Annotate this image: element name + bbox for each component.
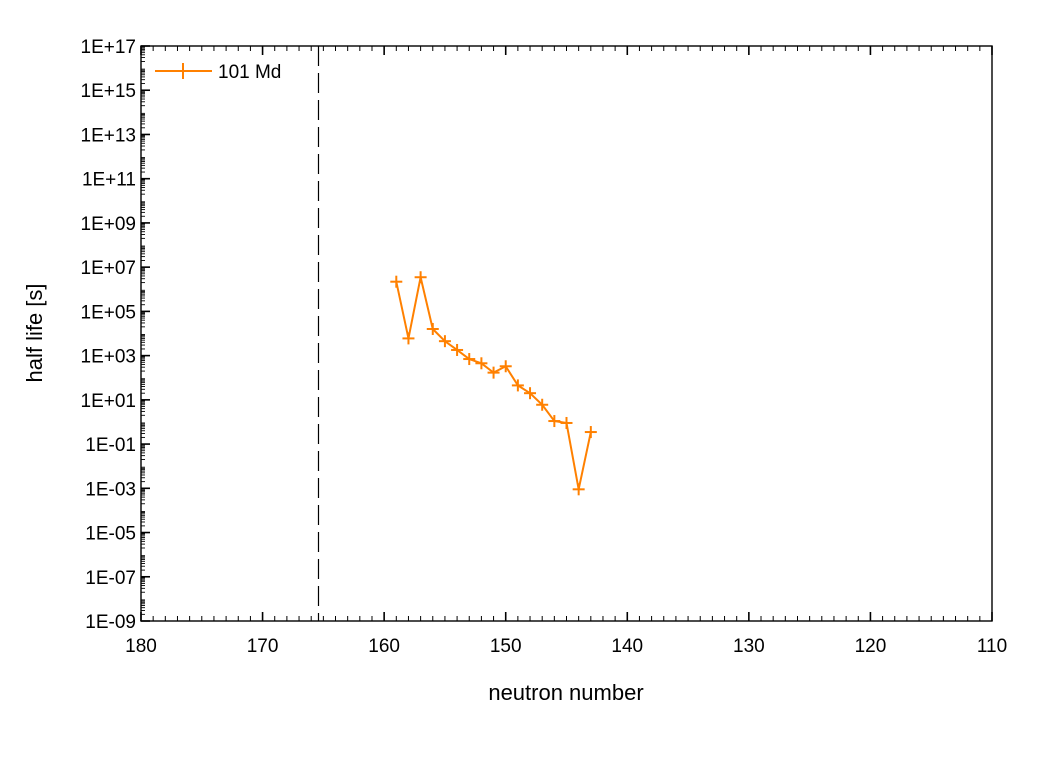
y-tick-label: 1E+15	[81, 81, 136, 102]
y-tick-label: 1E-01	[85, 435, 136, 456]
x-tick-label: 160	[368, 636, 400, 657]
data-point	[536, 398, 549, 411]
x-tick-label: 170	[247, 636, 279, 657]
x-axis: 180 170 160 150 140 130 120 110	[125, 46, 1007, 657]
legend-label-101-md: 101 Md	[218, 62, 281, 83]
data-point	[584, 426, 597, 439]
y-axis-title: half life [s]	[22, 283, 47, 382]
data-point	[414, 271, 427, 284]
plot-area	[140, 45, 993, 622]
y-tick-label: 1E+09	[81, 214, 136, 235]
y-tick-label: 1E-07	[85, 568, 136, 589]
x-tick-label: 110	[977, 636, 1007, 657]
data-point	[463, 353, 476, 366]
x-tick-label: 140	[611, 636, 643, 657]
data-point	[438, 335, 451, 348]
series-layer	[390, 271, 597, 496]
y-axis: 1E+17 1E+15 1E+13 1E+11 1E+09 1E+07 1E+05 1E+03…	[81, 37, 150, 633]
data-point	[511, 379, 524, 392]
y-tick-label: 1E-03	[85, 479, 136, 500]
x-tick-label: 150	[490, 636, 522, 657]
y-tick-label: 1E+07	[81, 258, 136, 279]
data-point	[499, 360, 512, 373]
data-point	[475, 357, 488, 370]
y-tick-label: 1E+05	[81, 302, 136, 323]
plot-frame	[140, 45, 993, 622]
y-tick-label: 1E-09	[85, 612, 136, 633]
y-tick-label: 1E+17	[81, 37, 136, 58]
y-tick-label: 1E+03	[81, 347, 136, 368]
data-point	[572, 483, 585, 496]
x-tick-label: 180	[125, 636, 157, 657]
data-point	[451, 343, 464, 356]
x-tick-label: 130	[733, 636, 765, 657]
data-point	[487, 366, 500, 379]
y-tick-label: 1E+11	[82, 170, 136, 191]
legend: 101 Md	[155, 62, 281, 83]
data-point	[426, 322, 439, 335]
x-tick-label: 120	[855, 636, 887, 657]
data-point	[560, 416, 573, 429]
y-tick-label: 1E-05	[85, 524, 136, 545]
data-point	[390, 275, 403, 288]
y-tick-label: 1E+13	[81, 125, 136, 146]
data-point	[524, 387, 537, 400]
data-point	[402, 332, 415, 345]
data-point	[548, 415, 561, 428]
y-tick-label: 1E+01	[81, 391, 136, 412]
x-axis-title: neutron number	[488, 680, 643, 705]
